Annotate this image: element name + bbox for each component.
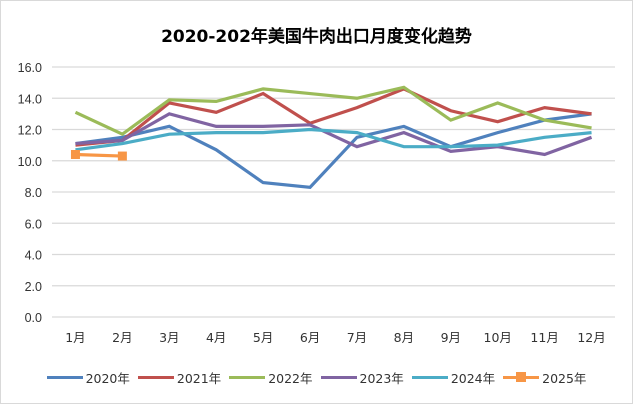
x-tick-label: 7月 — [347, 330, 367, 345]
legend-label: 2024年 — [450, 371, 496, 386]
x-tick-label: 8月 — [394, 330, 414, 345]
legend-line-icon — [411, 376, 448, 379]
y-tick-label: 12.0 — [18, 124, 42, 138]
legend-line-icon — [320, 376, 357, 379]
y-tick-label: 8.0 — [25, 186, 42, 200]
y-tick-label: 14.0 — [18, 92, 42, 106]
x-tick-label: 2月 — [112, 330, 132, 345]
y-tick-label: 6.0 — [25, 217, 42, 231]
x-tick-label: 1月 — [65, 330, 85, 345]
legend-label: 2020年 — [85, 371, 130, 386]
series-line-2025年 — [75, 152, 123, 158]
data-point-marker — [70, 150, 80, 159]
chart-title: 2020-202年美国牛肉出口月度变化趋势 — [161, 27, 472, 47]
series-line-2022年 — [74, 85, 592, 137]
y-tick-label: 0.0 — [25, 311, 42, 325]
legend-item: 2021年 — [137, 368, 222, 387]
x-tick-label: 3月 — [159, 330, 179, 345]
legend-line-icon — [137, 376, 174, 379]
x-tick-label: 12月 — [577, 330, 605, 345]
x-tick-label: 5月 — [253, 330, 273, 345]
legend-line-icon — [229, 376, 266, 379]
legend-item: 2022年 — [229, 368, 313, 387]
legend-item: 2024年 — [411, 368, 496, 387]
series-line-2020年 — [75, 112, 592, 189]
x-tick-label: 9月 — [441, 330, 461, 345]
legend-line-icon — [503, 372, 540, 382]
legend-label: 2021年 — [176, 371, 222, 386]
chart-legend: 2020年 2021年 2022年 2023年 2024年 2025年 — [0, 368, 633, 387]
legend-item: 2025年 — [503, 368, 586, 387]
legend-label: 2025年 — [542, 371, 587, 386]
x-tick-label: 11月 — [530, 330, 558, 345]
legend-item: 2020年 — [46, 368, 130, 387]
x-tick-label: 6月 — [300, 330, 320, 345]
legend-label: 2023年 — [359, 371, 404, 386]
legend-square-marker-icon — [516, 372, 527, 382]
series-line-2024年 — [75, 127, 592, 152]
series-line-2023年 — [75, 112, 593, 157]
legend-item: 2023年 — [320, 368, 404, 387]
y-tick-label: 2.0 — [25, 280, 42, 294]
series-line-2021年 — [75, 87, 592, 147]
legend-line-icon — [46, 376, 83, 379]
y-tick-label: 4.0 — [25, 249, 42, 263]
x-tick-label: 10月 — [484, 330, 512, 345]
data-point-marker — [117, 151, 127, 161]
y-tick-label: 16.0 — [18, 61, 42, 75]
legend-label: 2022年 — [268, 371, 313, 386]
x-tick-label: 4月 — [206, 330, 226, 345]
y-tick-label: 10.0 — [18, 155, 42, 169]
